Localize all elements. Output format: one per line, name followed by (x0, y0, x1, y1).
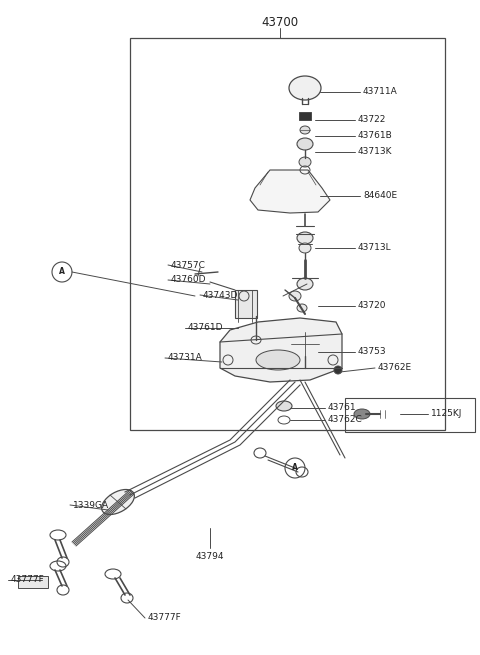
Ellipse shape (299, 243, 311, 253)
Text: 43713L: 43713L (358, 244, 392, 252)
Ellipse shape (276, 401, 292, 411)
Ellipse shape (289, 291, 301, 301)
Text: 43757C: 43757C (171, 261, 206, 269)
Ellipse shape (300, 126, 310, 134)
Ellipse shape (297, 278, 313, 290)
Bar (299, 112, 311, 120)
Bar (345, 398, 475, 432)
Text: 43762C: 43762C (328, 415, 363, 424)
Text: 43761D: 43761D (188, 324, 224, 333)
Text: 84640E: 84640E (363, 191, 397, 200)
Ellipse shape (102, 489, 134, 514)
Polygon shape (220, 318, 342, 382)
Ellipse shape (289, 76, 321, 100)
Text: A: A (292, 464, 298, 472)
Text: 43762E: 43762E (378, 364, 412, 373)
Text: 43711A: 43711A (363, 88, 398, 96)
Bar (235, 290, 257, 318)
Text: 43743D: 43743D (203, 291, 239, 299)
Ellipse shape (354, 409, 370, 419)
Ellipse shape (299, 157, 311, 167)
Ellipse shape (291, 332, 319, 356)
Ellipse shape (297, 304, 307, 312)
Text: 43761B: 43761B (358, 132, 393, 141)
Bar (130, 38, 445, 430)
Text: 43713K: 43713K (358, 147, 393, 157)
Text: 43777F: 43777F (148, 614, 182, 622)
Text: 1125KJ: 1125KJ (431, 409, 462, 419)
Text: A: A (59, 267, 65, 276)
Text: 43731A: 43731A (168, 354, 203, 362)
Bar (18, 576, 48, 588)
Ellipse shape (256, 350, 300, 370)
Text: 43777F: 43777F (11, 576, 45, 584)
Ellipse shape (334, 366, 342, 374)
Text: 43722: 43722 (358, 115, 386, 124)
Ellipse shape (297, 232, 313, 244)
Text: 43753: 43753 (358, 348, 386, 356)
Text: 43760D: 43760D (171, 276, 206, 284)
Text: 1339GA: 1339GA (73, 500, 109, 510)
Text: 43700: 43700 (262, 16, 299, 29)
Text: 43761: 43761 (328, 403, 357, 413)
Text: 43720: 43720 (358, 301, 386, 310)
Polygon shape (250, 170, 330, 213)
Ellipse shape (297, 138, 313, 150)
Text: 43794: 43794 (196, 552, 224, 561)
